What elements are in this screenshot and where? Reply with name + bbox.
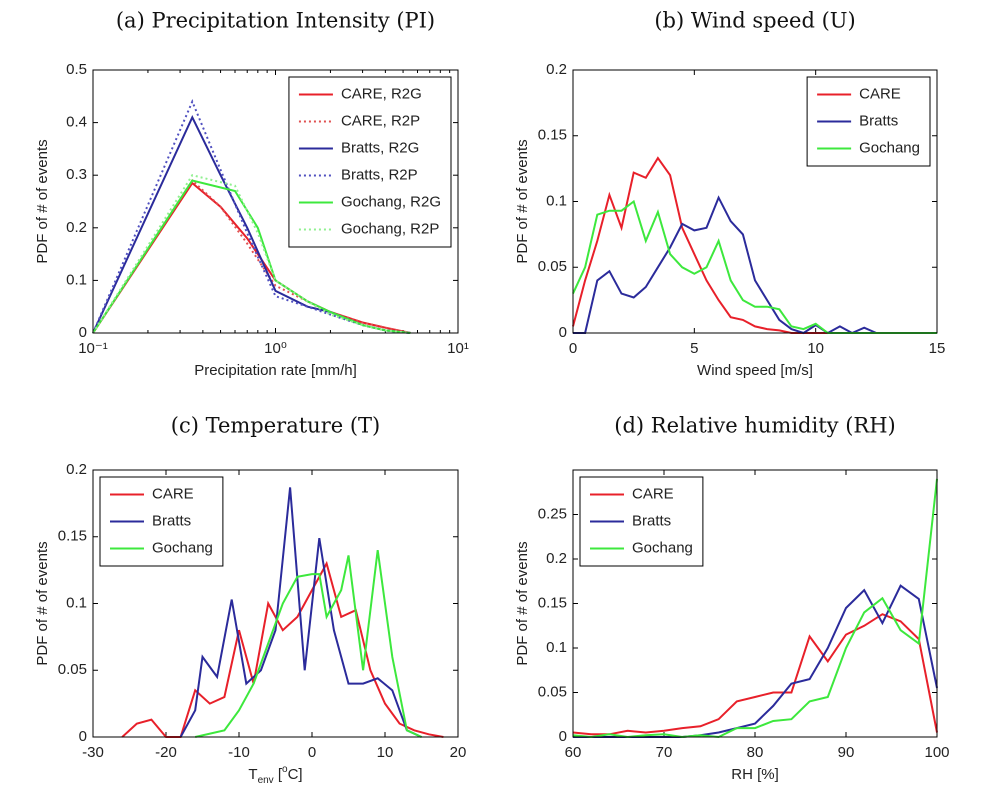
y-tick-label: 0.4 [66, 114, 87, 131]
axes-frame [92, 469, 459, 738]
legend-label: Bratts, R2G [341, 139, 419, 156]
y-tick-label: 0.3 [66, 166, 87, 183]
legend: CARE Bratts Gochang [579, 476, 704, 567]
x-axis-label: Wind speed [m/s] [697, 362, 813, 379]
y-tick-label: 0.05 [538, 683, 567, 700]
legend-label: CARE, R2P [341, 112, 420, 129]
y-tick-label: 0.25 [538, 505, 567, 522]
series-line [194, 549, 422, 738]
x-tick-label: -10 [228, 744, 250, 761]
y-axis-label: PDF of # of events [514, 541, 531, 665]
series-line [572, 613, 938, 736]
legend-label: Gochang, R2P [341, 220, 439, 237]
chart-title: (b) Wind speed (U) [654, 9, 855, 33]
y-axis-label: PDF of # of events [514, 139, 531, 263]
x-tick-label: 70 [656, 744, 673, 761]
y-tick-label: 0.15 [538, 127, 567, 144]
y-tick-label: 0 [559, 728, 567, 745]
y-tick-label: 0.05 [538, 258, 567, 275]
axes-frame [572, 69, 938, 334]
x-tick-label: 90 [838, 744, 855, 761]
series-line [572, 478, 938, 739]
y-tick-label: 0.2 [546, 61, 567, 78]
legend-label: Gochang [859, 139, 920, 156]
series-line [92, 179, 411, 334]
chart-title: (d) Relative humidity (RH) [614, 414, 895, 438]
x-tick-label: 5 [690, 340, 698, 357]
y-tick-label: 0.1 [546, 639, 567, 656]
y-axis-label: PDF of # of events [34, 541, 51, 665]
x-tick-label: 20 [450, 744, 467, 761]
y-tick-label: 0 [79, 324, 87, 341]
x-tick-label: 100 [924, 744, 949, 761]
legend-label: CARE, R2G [341, 85, 422, 102]
y-tick-label: 0.15 [58, 528, 87, 545]
axes-frame [572, 469, 938, 738]
x-tick-label: 10⁻¹ [78, 340, 108, 357]
y-tick-label: 0.05 [58, 661, 87, 678]
legend-label: Bratts [632, 512, 671, 529]
x-tick-label: 10¹ [447, 340, 469, 357]
y-tick-label: 0.1 [66, 594, 87, 611]
legend: CARE Bratts Gochang [99, 476, 224, 567]
legend-label: Gochang [632, 539, 693, 556]
x-tick-label: 0 [569, 340, 577, 357]
y-tick-label: 0.2 [546, 550, 567, 567]
x-tick-label: 80 [747, 744, 764, 761]
y-tick-label: 0 [559, 324, 567, 341]
legend-label: Bratts [859, 112, 898, 129]
legend-box [288, 76, 452, 248]
y-tick-label: 0.15 [538, 594, 567, 611]
y-tick-label: 0.1 [66, 271, 87, 288]
x-axis-label: Tenv [oC] [248, 764, 302, 786]
x-tick-label: 10⁰ [264, 340, 287, 357]
chart-title: (c) Temperature (T) [171, 414, 380, 438]
legend: CARE, R2G CARE, R2P Bratts, R2G Bratts, R2P… [288, 76, 452, 248]
x-tick-label: 15 [929, 340, 946, 357]
y-tick-label: 0 [79, 728, 87, 745]
chart-title: (a) Precipitation Intensity (PI) [116, 9, 435, 33]
x-axis-label-part: o [282, 764, 288, 775]
legend-label: Bratts, R2P [341, 166, 418, 183]
y-tick-label: 0.5 [66, 61, 87, 78]
x-axis-label: RH [%] [731, 766, 779, 783]
series-line [572, 199, 937, 334]
legend-label: CARE [152, 485, 194, 502]
x-axis-label-part: C] [288, 766, 303, 783]
legend: CARE Bratts Gochang [806, 76, 931, 167]
series-line [572, 156, 937, 334]
y-axis-label: PDF of # of events [34, 139, 51, 263]
legend-label: Gochang [152, 539, 213, 556]
x-tick-label: -20 [155, 744, 177, 761]
x-axis-label-part: env [258, 775, 274, 786]
x-tick-label: 0 [308, 744, 316, 761]
x-tick-label: -30 [82, 744, 104, 761]
x-axis-label-part: T [248, 766, 257, 783]
y-tick-label: 0.2 [66, 461, 87, 478]
x-tick-label: 10 [377, 744, 394, 761]
axes-frame [92, 69, 459, 334]
x-axis-label: Precipitation rate [mm/h] [194, 362, 357, 379]
y-tick-label: 0.1 [546, 192, 567, 209]
series-line [92, 178, 411, 334]
legend-label: CARE [632, 485, 674, 502]
x-axis-label-part: [ [274, 766, 283, 783]
legend-label: Bratts [152, 512, 191, 529]
legend-box [579, 476, 704, 567]
legend-label: CARE [859, 85, 901, 102]
x-tick-label: 60 [565, 744, 582, 761]
legend-label: Gochang, R2G [341, 193, 441, 210]
x-tick-label: 10 [807, 340, 824, 357]
y-tick-label: 0.2 [66, 219, 87, 236]
